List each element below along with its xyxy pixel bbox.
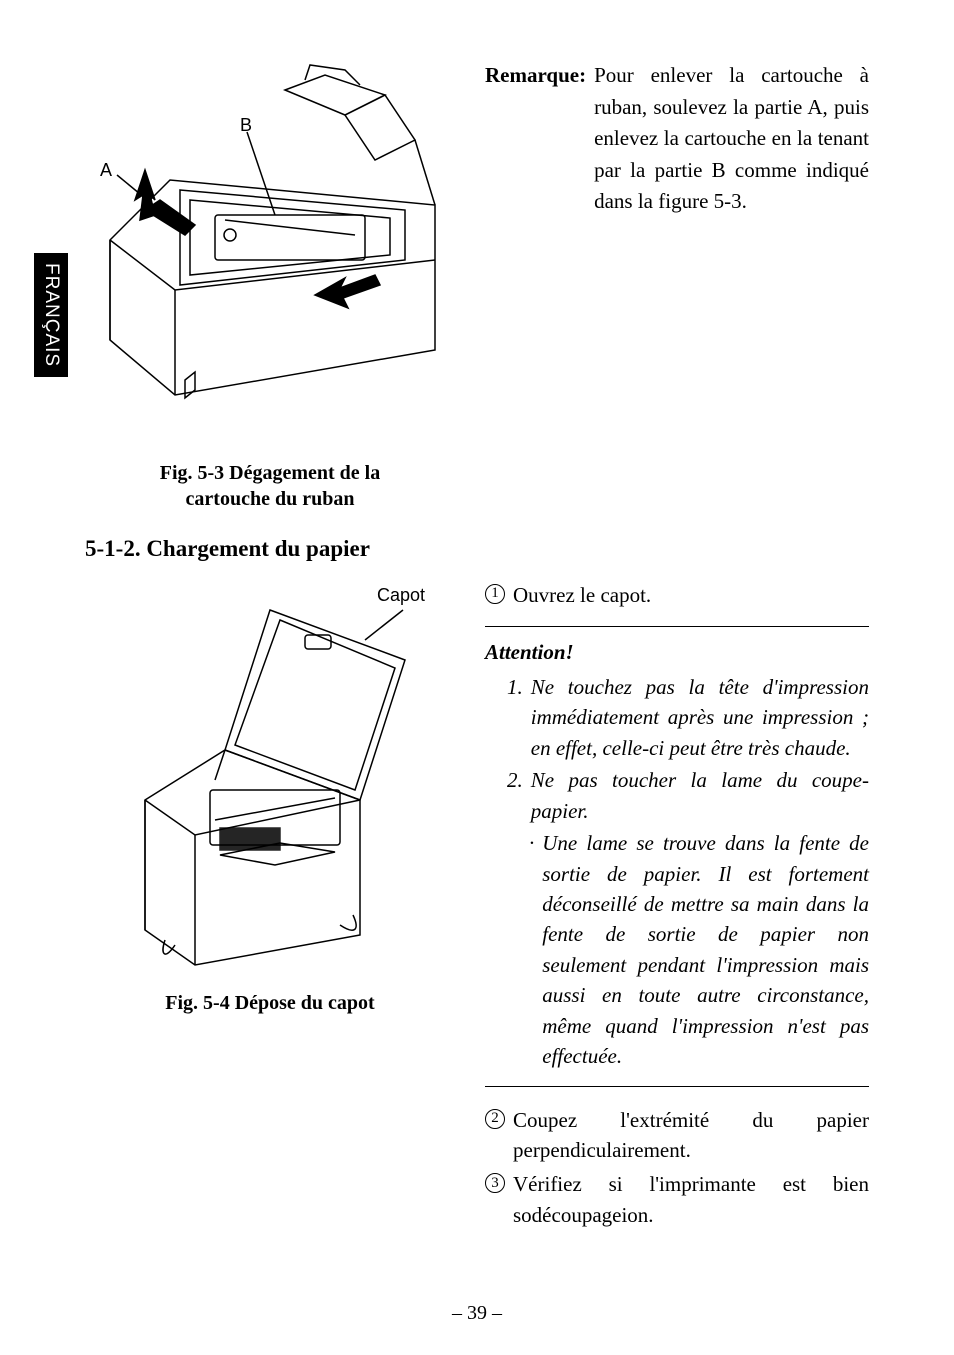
printer-open-cover-diagram <box>105 580 435 970</box>
step-text: Coupez l'extrémité du papier perpendicul… <box>513 1105 869 1166</box>
section-heading: 5-1-2. Chargement du papier <box>85 536 869 562</box>
item-text: Ne pas toucher la lame du coupe-papier. <box>531 765 869 826</box>
caption-line: cartouche du ruban <box>186 488 355 510</box>
label-b: B <box>240 115 252 136</box>
caption-line: Fig. 5-3 Dégagement de la <box>160 462 381 484</box>
instructions-column: 1 Ouvrez le capot. Attention! 1. Ne touc… <box>485 580 869 1234</box>
step-3: 3 Vérifiez si l'imprimante est bien sodé… <box>485 1169 869 1230</box>
subitem-text: Une lame se trouve dans la fente de sort… <box>542 828 869 1072</box>
attention-item-1: 1. Ne touchez pas la tête d'impression i… <box>485 672 869 763</box>
attention-item-2: 2. Ne pas toucher la lame du coupe-papie… <box>485 765 869 826</box>
note-text: Pour enlever la cartouche à ruban, soule… <box>594 60 869 218</box>
step-text: Vérifiez si l'imprimante est bien sodéco… <box>513 1169 869 1230</box>
step-number-icon: 3 <box>485 1173 505 1193</box>
note-label: Remarque: <box>485 60 586 218</box>
top-row: A B <box>85 60 869 512</box>
note-column: Remarque: Pour enlever la cartouche à ru… <box>485 60 869 218</box>
bottom-row: Capot <box>85 580 869 1234</box>
step-number-icon: 2 <box>485 1109 505 1129</box>
figure-5-4-box: Capot <box>85 580 455 1016</box>
step-number-icon: 1 <box>485 584 505 604</box>
page-content: A B <box>0 0 954 1274</box>
item-number: 1. <box>507 672 523 763</box>
step-text: Ouvrez le capot. <box>513 580 651 610</box>
attention-block: Attention! 1. Ne touchez pas la tête d'i… <box>485 626 869 1086</box>
bullet-icon: · <box>529 828 534 1072</box>
figure-5-3-box: A B <box>85 60 455 512</box>
attention-subitem: · Une lame se trouve dans la fente de so… <box>485 828 869 1072</box>
figure-5-3-caption: Fig. 5-3 Dégagement de la cartouche du r… <box>85 460 455 512</box>
step-1: 1 Ouvrez le capot. <box>485 580 869 610</box>
attention-title: Attention! <box>485 637 869 667</box>
figure-5-4-caption: Fig. 5-4 Dépose du capot <box>85 990 455 1016</box>
item-number: 2. <box>507 765 523 826</box>
printer-cartridge-diagram <box>85 60 455 400</box>
item-text: Ne touchez pas la tête d'impression immé… <box>531 672 869 763</box>
step-2: 2 Coupez l'extrémité du papier perpendic… <box>485 1105 869 1166</box>
page-number: – 39 – <box>0 1302 954 1325</box>
note: Remarque: Pour enlever la cartouche à ru… <box>485 60 869 218</box>
label-capot: Capot <box>377 585 425 606</box>
figure-5-4-illustration: Capot <box>105 580 435 970</box>
label-a: A <box>100 160 112 181</box>
figure-5-3-illustration: A B <box>85 60 455 400</box>
